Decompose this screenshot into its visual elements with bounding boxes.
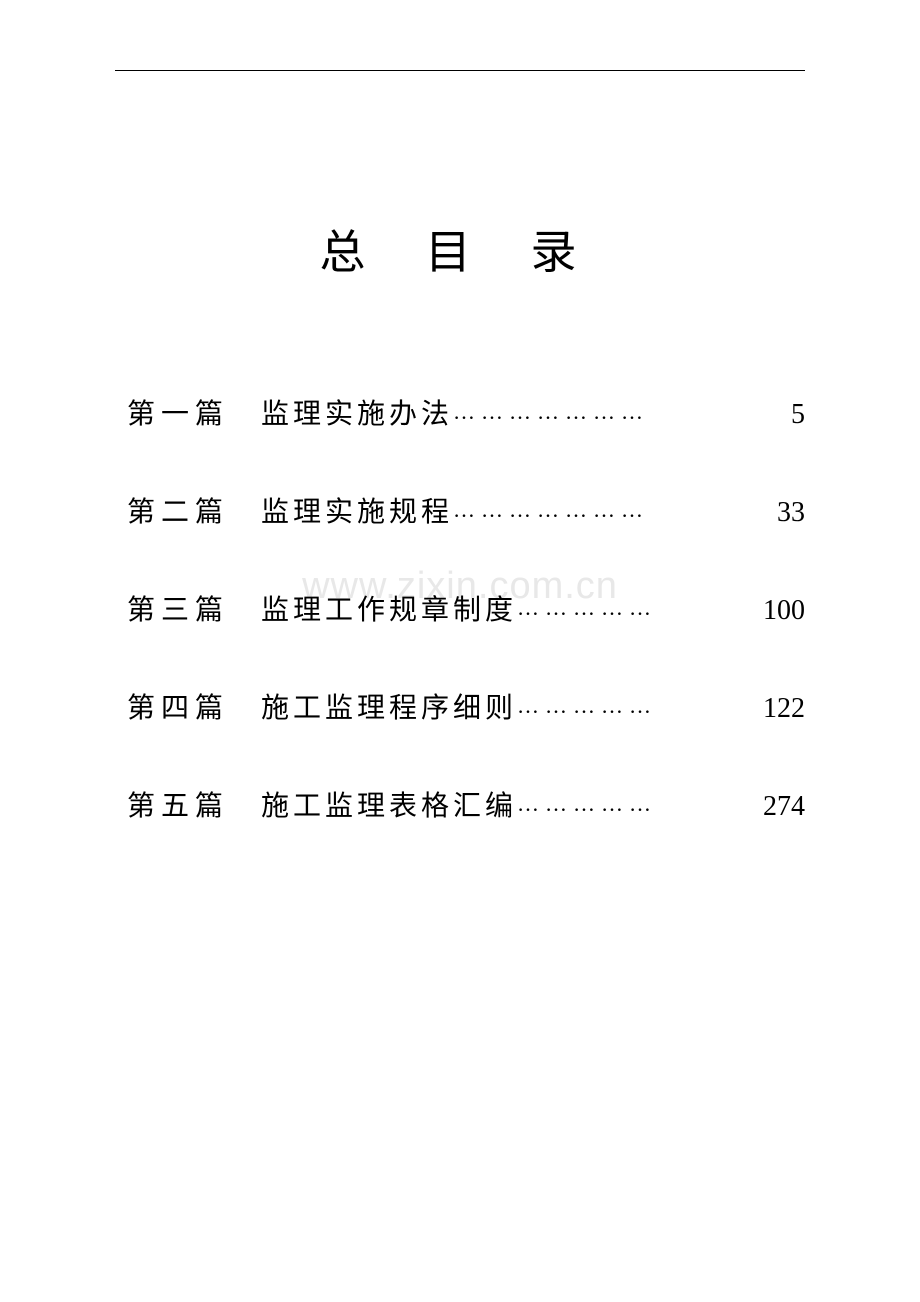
toc-title-label: 施工监理表格汇编 <box>261 784 517 824</box>
toc-page-number: 5 <box>789 399 805 431</box>
toc-dots: ………………… <box>453 497 775 523</box>
toc-part-label: 第二篇 <box>127 490 229 530</box>
toc-part-label: 第五篇 <box>127 784 229 824</box>
toc-part-label: 第三篇 <box>127 588 229 628</box>
toc-part-label: 第四篇 <box>127 686 229 726</box>
toc-dots: ………………… <box>453 399 789 425</box>
toc-page-number: 122 <box>761 693 805 725</box>
page-container: www.zixin.com.cn 总 目 录 第一篇 监理实施办法 ………………… <box>0 0 920 824</box>
top-divider-line <box>115 70 805 71</box>
toc-title-label: 监理工作规章制度 <box>261 588 517 628</box>
toc-entry: 第四篇 施工监理程序细则 …………… 122 <box>127 686 805 726</box>
page-title: 总 目 录 <box>115 216 805 282</box>
table-of-contents: 第一篇 监理实施办法 ………………… 5 第二篇 监理实施规程 ………………… … <box>115 392 805 824</box>
toc-dots: …………… <box>517 791 761 817</box>
toc-entry: 第二篇 监理实施规程 ………………… 33 <box>127 490 805 530</box>
toc-page-number: 274 <box>761 791 805 823</box>
toc-entry: 第五篇 施工监理表格汇编 …………… 274 <box>127 784 805 824</box>
toc-entry: 第一篇 监理实施办法 ………………… 5 <box>127 392 805 432</box>
toc-dots: …………… <box>517 595 761 621</box>
toc-entry: 第三篇 监理工作规章制度 …………… 100 <box>127 588 805 628</box>
toc-title-label: 施工监理程序细则 <box>261 686 517 726</box>
toc-dots: …………… <box>517 693 761 719</box>
toc-page-number: 33 <box>775 497 805 529</box>
toc-title-label: 监理实施办法 <box>261 392 453 432</box>
toc-page-number: 100 <box>761 595 805 627</box>
toc-part-label: 第一篇 <box>127 392 229 432</box>
toc-title-label: 监理实施规程 <box>261 490 453 530</box>
content-area: 总 目 录 第一篇 监理实施办法 ………………… 5 第二篇 监理实施规程 ……… <box>115 216 805 824</box>
